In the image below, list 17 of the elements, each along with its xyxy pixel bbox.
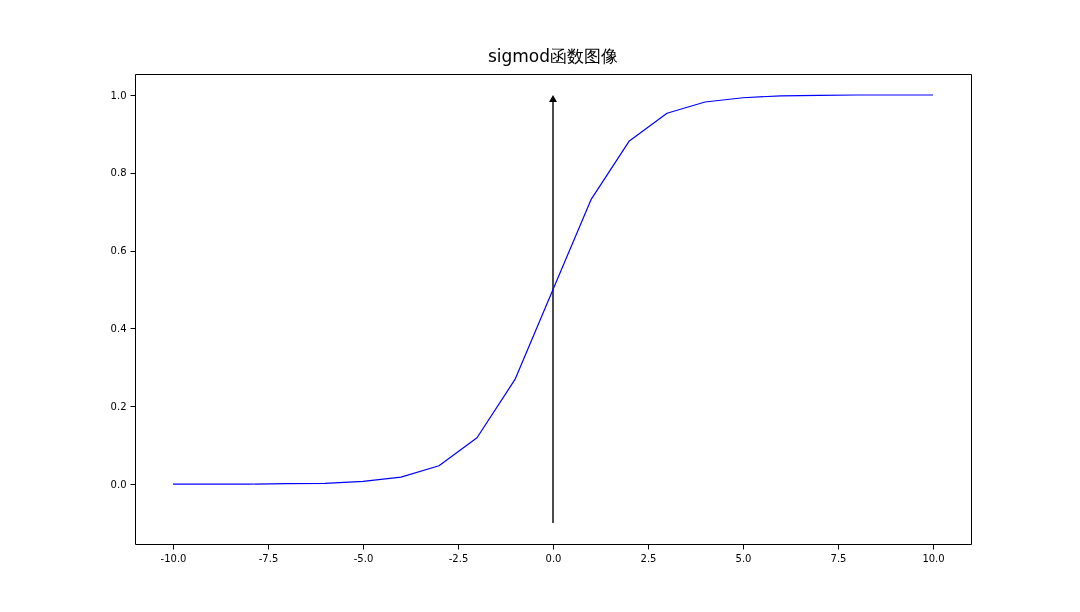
x-tick-label: -5.0 — [353, 552, 374, 564]
x-tick-label: 5.0 — [735, 552, 752, 564]
y-tick-label: 0.6 — [110, 245, 127, 257]
x-tick-label: 2.5 — [640, 552, 657, 564]
y-tick-label: 1.0 — [110, 89, 127, 101]
x-tick-label: 0.0 — [545, 552, 562, 564]
x-tick-label: -7.5 — [258, 552, 279, 564]
y-tick-label: 0.8 — [110, 167, 127, 179]
line-series — [172, 94, 934, 485]
x-tick-label: -2.5 — [448, 552, 469, 564]
x-tick-label: 7.5 — [830, 552, 847, 564]
x-tick-label: -10.0 — [160, 552, 187, 564]
chart-title: sigmod函数图像 — [487, 46, 619, 66]
y-tick-label: 0.0 — [110, 478, 127, 490]
x-tick-label: 10.0 — [922, 552, 945, 564]
y-tick-label: 0.4 — [110, 322, 127, 334]
y-tick-label: 0.2 — [110, 400, 127, 412]
